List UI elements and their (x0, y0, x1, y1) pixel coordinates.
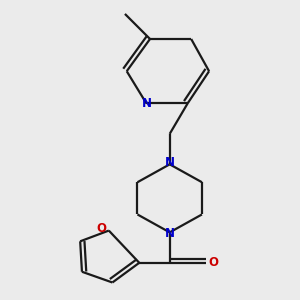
Text: O: O (97, 222, 107, 235)
Text: N: N (165, 227, 175, 240)
Text: N: N (141, 97, 152, 110)
Text: O: O (208, 256, 218, 269)
Text: N: N (165, 156, 175, 169)
